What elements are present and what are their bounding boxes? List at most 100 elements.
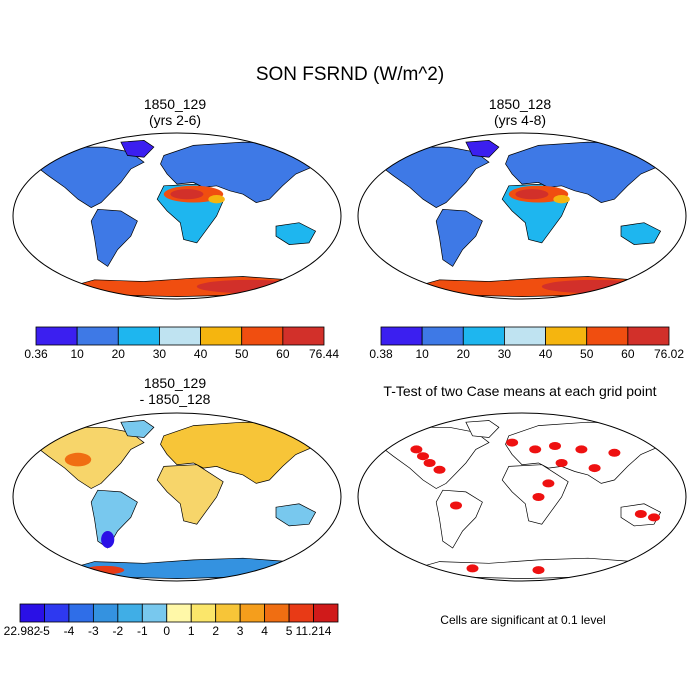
- significant-cells-11: [450, 501, 462, 510]
- colorbar-case1-label-1: 10: [70, 347, 84, 361]
- colorbar-diff-swatch-3: [92, 603, 119, 623]
- continent-greenland: [465, 420, 500, 438]
- continent-australia: [275, 222, 317, 245]
- colorbar-case2-label-5: 50: [580, 347, 594, 361]
- significant-cells-4: [529, 445, 542, 454]
- significant-cells-17: [588, 464, 601, 473]
- colorbar-case2-label-2: 20: [457, 347, 471, 361]
- panel-1-title-line1: 1850_129: [143, 96, 207, 112]
- map-case1: [12, 132, 342, 300]
- significant-cells-8: [542, 479, 555, 488]
- colorbar-diff: -22.982-5 -4 -3 -2 -1 0 1 2 3 4 511.214: [4, 603, 339, 638]
- colorbar-case1-label-4: 40: [194, 347, 208, 361]
- continent-greenland: [120, 420, 155, 438]
- colorbar-case2-swatch-5: [586, 326, 629, 346]
- colorbar-case1-swatch-4: [200, 326, 243, 346]
- map-diff: [12, 412, 342, 582]
- colorbar-diff-label-4: -2: [113, 624, 124, 638]
- map-frame: [357, 132, 687, 300]
- colorbar-diff-swatch-7: [190, 603, 217, 623]
- colorbar-diff-swatch-2: [68, 603, 94, 623]
- diff-positive-region: [64, 452, 92, 467]
- colorbar-case2-swatch-0: [380, 326, 423, 346]
- continent-australia: [620, 222, 662, 245]
- colorbar-case2-label-6: 60: [621, 347, 635, 361]
- map-ttest: [357, 412, 687, 582]
- colorbar-case1-swatch-5: [241, 326, 284, 346]
- colorbar-case2-label-4: 40: [539, 347, 553, 361]
- continent-south-america: [90, 489, 138, 549]
- significant-cells-7: [608, 448, 621, 457]
- continent-antarctica: [403, 276, 649, 297]
- colorbar-case2-swatch-1: [421, 326, 464, 346]
- colorbar-diff-label-6: 0: [163, 624, 170, 638]
- continent-australia: [275, 503, 317, 527]
- colorbar-case2-label-0: 0.38: [369, 347, 393, 361]
- colorbar-case1-swatch-0: [35, 326, 78, 346]
- colorbar-diff-label-7: 1: [188, 624, 195, 638]
- significant-cells-15: [532, 566, 545, 575]
- colorbar-diff-swatch-10: [264, 603, 290, 623]
- colorbar-case1-label-3: 30: [153, 347, 167, 361]
- colorbar-case1-label-5: 50: [235, 347, 249, 361]
- colorbar-case2-swatch-2: [462, 326, 505, 346]
- colorbar-diff-swatch-1: [44, 603, 70, 623]
- colorbar-case2-swatch-3: [504, 326, 546, 346]
- colorbar-case2-label-7: 76.02: [654, 347, 684, 361]
- colorbar-diff-swatch-9: [239, 603, 266, 623]
- significant-cells-0: [417, 452, 429, 461]
- map-frame: [12, 132, 342, 300]
- continent-south-america: [90, 208, 138, 267]
- arabia-high-region: [553, 195, 570, 204]
- colorbar-case1: 0.36 10 20 30 40 50 60 76.44: [24, 326, 339, 361]
- colorbar-diff-label-3: -3: [88, 624, 99, 638]
- continent-antarctica: [403, 557, 649, 579]
- colorbar-case2-swatch-4: [545, 326, 588, 346]
- significant-cells-1: [423, 459, 436, 467]
- diff-antarctic-region: [84, 565, 125, 575]
- continent-greenland: [120, 140, 155, 158]
- colorbar-diff-swatch-4: [117, 603, 143, 623]
- sahara-max-region: [170, 189, 204, 200]
- panel-2-title-line1: 1850_128: [488, 96, 552, 112]
- colorbar-diff-swatch-5: [141, 603, 168, 623]
- colorbar-case2-swatch-6: [627, 326, 670, 346]
- significant-cells-12: [634, 510, 647, 518]
- continent-antarctica: [58, 276, 304, 297]
- significant-cells-10: [555, 459, 568, 467]
- colorbar-case2: 0.38 10 20 30 40 50 60 76.02: [369, 326, 684, 361]
- panel-2-title: 1850_128 (yrs 4-8): [360, 96, 680, 128]
- colorbar-case1-label-2: 20: [112, 347, 126, 361]
- map-frame: [357, 412, 687, 582]
- panel-3-title: 1850_129 - 1850_128: [15, 375, 335, 407]
- colorbar-diff-label-11: 5: [286, 624, 293, 638]
- map-frame: [12, 412, 342, 582]
- significant-cells-14: [466, 564, 479, 573]
- panel-3-title-line1: 1850_129: [143, 375, 207, 391]
- continent-north-america: [379, 146, 490, 209]
- significant-cells-2: [433, 465, 446, 474]
- continent-south-america: [435, 208, 483, 267]
- significant-cells-6: [575, 445, 588, 454]
- continent-south-america: [435, 489, 483, 549]
- continent-north-america: [34, 146, 145, 209]
- colorbar-diff-label-8: 2: [212, 624, 219, 638]
- significant-cells-9: [532, 493, 545, 501]
- diff-negative-region: [101, 531, 115, 548]
- arabia-high-region: [208, 195, 225, 204]
- sahara-max-region: [515, 189, 549, 200]
- significant-cells-5: [549, 442, 561, 450]
- significance-note: Cells are significant at 0.1 level: [440, 613, 606, 627]
- colorbar-case1-swatch-6: [282, 326, 325, 346]
- colorbar-case1-swatch-2: [117, 326, 160, 346]
- significant-cells-13: [648, 513, 660, 522]
- panel-2-title-line2: (yrs 4-8): [493, 112, 547, 128]
- colorbar-diff-swatch-0: [19, 603, 45, 623]
- colorbar-case2-label-1: 10: [415, 347, 429, 361]
- continent-north-america: [379, 426, 490, 489]
- colorbar-diff-label-2: -4: [64, 624, 75, 638]
- colorbar-case1-label-7: 76.44: [309, 347, 339, 361]
- colorbar-diff-swatch-6: [166, 603, 192, 623]
- colorbar-diff-swatch-8: [215, 603, 241, 623]
- colorbar-diff-label-9: 3: [237, 624, 244, 638]
